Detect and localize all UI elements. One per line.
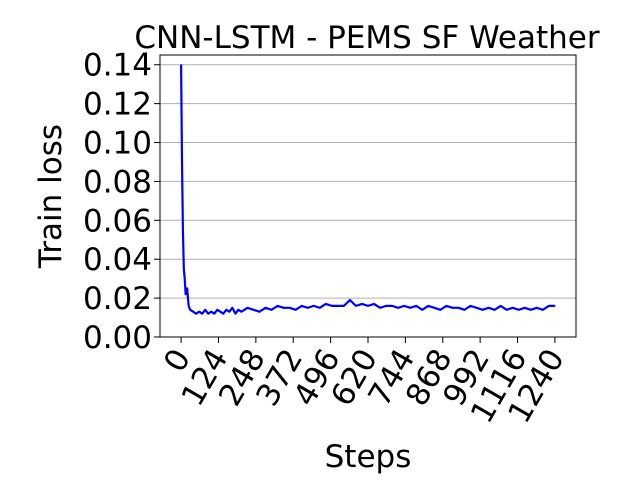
data-point	[542, 309, 544, 311]
y-tick-label: 0.00	[83, 320, 152, 356]
y-tick-label: 0.08	[83, 164, 152, 200]
data-point	[182, 229, 184, 231]
axes	[159, 54, 577, 338]
data-point	[222, 313, 224, 315]
data-point	[524, 307, 526, 309]
data-point	[349, 299, 351, 301]
data-point	[270, 309, 273, 311]
data-point	[319, 307, 321, 309]
data-point	[325, 303, 327, 305]
data-point	[530, 309, 532, 311]
data-point	[331, 305, 333, 307]
y-tick-label: 0.10	[83, 126, 152, 162]
data-point	[184, 278, 186, 280]
data-point	[189, 309, 191, 311]
data-point	[276, 305, 279, 307]
data-point	[361, 303, 363, 305]
data-point	[183, 268, 185, 270]
data-point	[185, 293, 187, 295]
data-point	[500, 305, 502, 307]
data-point	[427, 305, 429, 307]
data-point	[207, 313, 209, 315]
data-point	[295, 309, 297, 311]
x-axis-label: Steps	[325, 439, 412, 475]
data-point	[512, 307, 514, 309]
data-point	[451, 307, 454, 309]
y-tick-label: 0.14	[83, 48, 152, 84]
data-point	[246, 307, 249, 309]
data-point	[282, 307, 285, 309]
data-point	[457, 307, 460, 309]
data-point	[252, 309, 255, 311]
data-point	[337, 305, 339, 307]
data-point	[204, 309, 206, 311]
data-point	[225, 309, 227, 311]
data-point	[494, 309, 496, 311]
y-axis-ticks: 0.000.020.040.060.080.100.120.14	[83, 48, 160, 356]
data-point	[186, 287, 188, 289]
data-point	[439, 309, 441, 311]
data-point	[231, 307, 233, 309]
data-point	[219, 311, 221, 313]
y-tick-label: 0.12	[83, 87, 152, 123]
data-point	[536, 307, 538, 309]
data-point	[258, 311, 261, 313]
data-point	[548, 305, 550, 307]
y-axis-label: Train loss	[33, 124, 69, 269]
data-point	[198, 311, 200, 313]
chart-title: CNN-LSTM - PEMS SF Weather	[134, 20, 599, 56]
data-point	[216, 309, 218, 311]
data-point	[240, 311, 242, 313]
data-point	[487, 307, 490, 309]
data-point	[289, 307, 291, 309]
data-point	[210, 311, 212, 313]
data-point	[195, 313, 197, 315]
data-point	[264, 307, 267, 309]
data-point	[481, 309, 484, 311]
data-point	[201, 313, 203, 315]
plot-frame	[159, 54, 577, 338]
data-point	[228, 311, 230, 313]
data-point	[415, 305, 417, 307]
data-point	[385, 305, 387, 307]
data-point	[343, 305, 345, 307]
data-point	[313, 305, 315, 307]
data-point	[463, 309, 466, 311]
data-point	[421, 309, 423, 311]
plot-series	[180, 64, 556, 315]
data-point	[403, 305, 405, 307]
data-point	[188, 305, 190, 307]
data-point	[373, 303, 375, 305]
data-point	[181, 161, 183, 163]
y-tick-label: 0.06	[83, 203, 152, 239]
data-point	[409, 307, 411, 309]
data-point	[180, 64, 182, 66]
data-point	[433, 307, 435, 309]
data-point	[355, 305, 357, 307]
gridlines	[160, 64, 576, 338]
data-point	[397, 307, 399, 309]
data-point	[237, 309, 239, 311]
data-point	[301, 305, 303, 307]
data-point	[367, 305, 369, 307]
data-point	[192, 311, 194, 313]
data-point	[307, 307, 309, 309]
data-point	[379, 307, 381, 309]
data-point	[445, 305, 447, 307]
data-point	[469, 305, 472, 307]
data-point	[234, 313, 236, 315]
y-tick-label: 0.04	[83, 242, 152, 278]
data-point	[475, 307, 478, 309]
train-loss-line	[180, 64, 555, 315]
data-point	[391, 305, 393, 307]
data-point	[518, 309, 520, 311]
data-point	[554, 305, 556, 307]
data-point	[213, 313, 215, 315]
y-tick-label: 0.02	[83, 281, 152, 317]
data-point	[506, 309, 508, 311]
